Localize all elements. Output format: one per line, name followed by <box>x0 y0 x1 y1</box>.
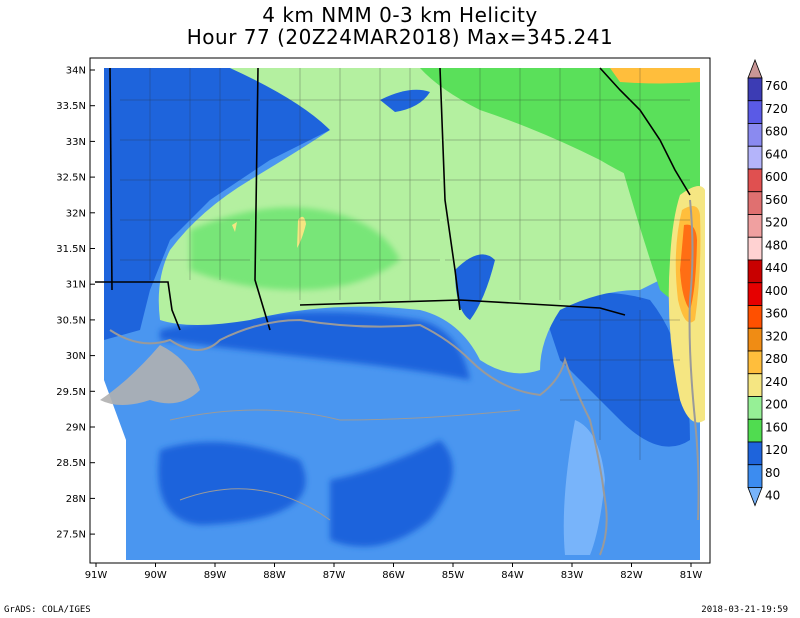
field-120-160-al-lobe <box>455 254 495 320</box>
colorbar-swatch <box>747 441 763 466</box>
lat-label: 34N <box>66 66 86 77</box>
al-ga-border <box>439 67 461 311</box>
lat-label: 33.5N <box>56 101 86 112</box>
helicity-field <box>104 68 705 560</box>
colorbar-label: 680 <box>765 125 788 139</box>
lon-label: 88W <box>263 570 286 581</box>
footer-credit: GrADS: COLA/IGES <box>4 605 91 615</box>
lon-label: 90W <box>144 570 167 581</box>
colorbar-label: 480 <box>765 238 788 252</box>
field-240-280-ms <box>297 216 306 248</box>
lon-label: 91W <box>85 570 108 581</box>
field-120-160-al-north <box>380 89 430 112</box>
colorbar-swatch <box>747 350 763 375</box>
lon-label: 82W <box>620 570 643 581</box>
lat-label: 28N <box>66 494 86 505</box>
colorbar-label: 280 <box>765 352 788 366</box>
colorbar-swatch <box>747 123 763 147</box>
colorbar-swatch <box>747 259 763 284</box>
lon-label: 83W <box>561 570 584 581</box>
colorbar-swatch <box>747 373 763 397</box>
lon-label: 87W <box>323 570 346 581</box>
louisiana-marsh <box>100 345 200 405</box>
field-120-160-coast <box>160 312 470 380</box>
field-120-160-gulf-sw <box>158 442 306 525</box>
colorbar-swatch <box>747 396 763 420</box>
colorbar-label: 600 <box>765 170 788 184</box>
lon-label: 81W <box>680 570 703 581</box>
colorbar-top-arrow <box>747 58 763 79</box>
lon-label: 86W <box>382 570 405 581</box>
colorbar-swatch <box>747 464 763 488</box>
longitude-axis: 91W 90W 89W 88W 87W 86W 85W 84W 83W 82W 81W <box>85 563 703 581</box>
colorbar-swatch <box>747 214 763 238</box>
colorbar-swatch <box>747 282 763 306</box>
chart-title-line2: Hour 77 (20Z24MAR2018) Max=345.241 <box>186 25 614 49</box>
colorbar-swatch <box>747 191 763 215</box>
field-280-320-ne <box>610 68 700 84</box>
lat-label: 33N <box>66 137 86 148</box>
lat-label: 32.5N <box>56 173 86 184</box>
colorbar-swatch <box>747 305 763 329</box>
colorbar-swatch <box>747 168 763 193</box>
lat-label: 29.5N <box>56 387 86 398</box>
colorbar-label: 80 <box>765 466 780 480</box>
ga-sc-border <box>599 67 691 196</box>
lat-label: 31.5N <box>56 244 86 255</box>
colorbar-swatch <box>747 100 763 124</box>
lat-label: 28.5N <box>56 458 86 469</box>
colorbar-label: 520 <box>765 216 788 230</box>
latitude-axis: 34N 33.5N 33N 32.5N 32N 31.5N 31N 30.5N 30N 29.5N… <box>56 66 95 541</box>
map-frame <box>89 57 711 564</box>
fl-border <box>299 299 626 316</box>
colorbar-swatch <box>747 418 763 443</box>
footer-timestamp: 2018-03-21-19:59 <box>701 605 788 615</box>
chart-title-line1: 4 km NMM 0-3 km Helicity <box>262 3 538 27</box>
ms-al-border <box>254 67 271 331</box>
colorbar-label: 760 <box>765 79 788 93</box>
la-ms-border <box>95 281 181 331</box>
colorbar-label: 120 <box>765 443 788 457</box>
colorbar-label: 640 <box>765 147 788 161</box>
colorbar-bottom-arrow <box>747 487 763 507</box>
lat-label: 30N <box>66 351 86 362</box>
lat-label: 27.5N <box>56 530 86 541</box>
field-200-240-ms <box>190 207 400 290</box>
colorbar-label: 720 <box>765 102 788 116</box>
colorbar-label: 440 <box>765 261 788 275</box>
colorbar-swatch <box>747 236 763 261</box>
colorbar-label: 560 <box>765 193 788 207</box>
colorbar-label: 320 <box>765 329 788 343</box>
field-120-160-west <box>104 68 330 340</box>
colorbar-swatch <box>747 327 763 352</box>
colorbar-label: 400 <box>765 284 788 298</box>
colorbar-label: 160 <box>765 420 788 434</box>
lon-label: 89W <box>204 570 227 581</box>
field-40-80-westfl <box>563 420 605 555</box>
county-lines <box>120 68 690 460</box>
coastline <box>109 199 700 556</box>
lat-label: 31N <box>66 280 86 291</box>
color-bar: 760 720 680 640 600 560 520 480 440 400 360 320 280 2… <box>747 58 788 507</box>
colorbar-label: 360 <box>765 307 788 321</box>
field-120-160-gulf-central <box>330 440 453 547</box>
la-west <box>109 67 113 291</box>
lat-label: 29N <box>66 423 86 434</box>
colorbar-swatch <box>747 77 763 102</box>
field-240-280-la <box>232 222 237 232</box>
colorbar-label: 200 <box>765 398 788 412</box>
gulf-contours <box>169 409 521 521</box>
state-boundaries <box>95 67 691 331</box>
lat-label: 30.5N <box>56 315 86 326</box>
colorbar-swatch <box>747 145 763 170</box>
lat-label: 32N <box>66 208 86 219</box>
colorbar-label: 240 <box>765 375 788 389</box>
lon-label: 85W <box>442 570 465 581</box>
lon-label: 84W <box>501 570 524 581</box>
field-120-160-florida <box>540 292 690 447</box>
colorbar-label: 40 <box>765 489 780 503</box>
field-160-200-land <box>158 68 700 374</box>
